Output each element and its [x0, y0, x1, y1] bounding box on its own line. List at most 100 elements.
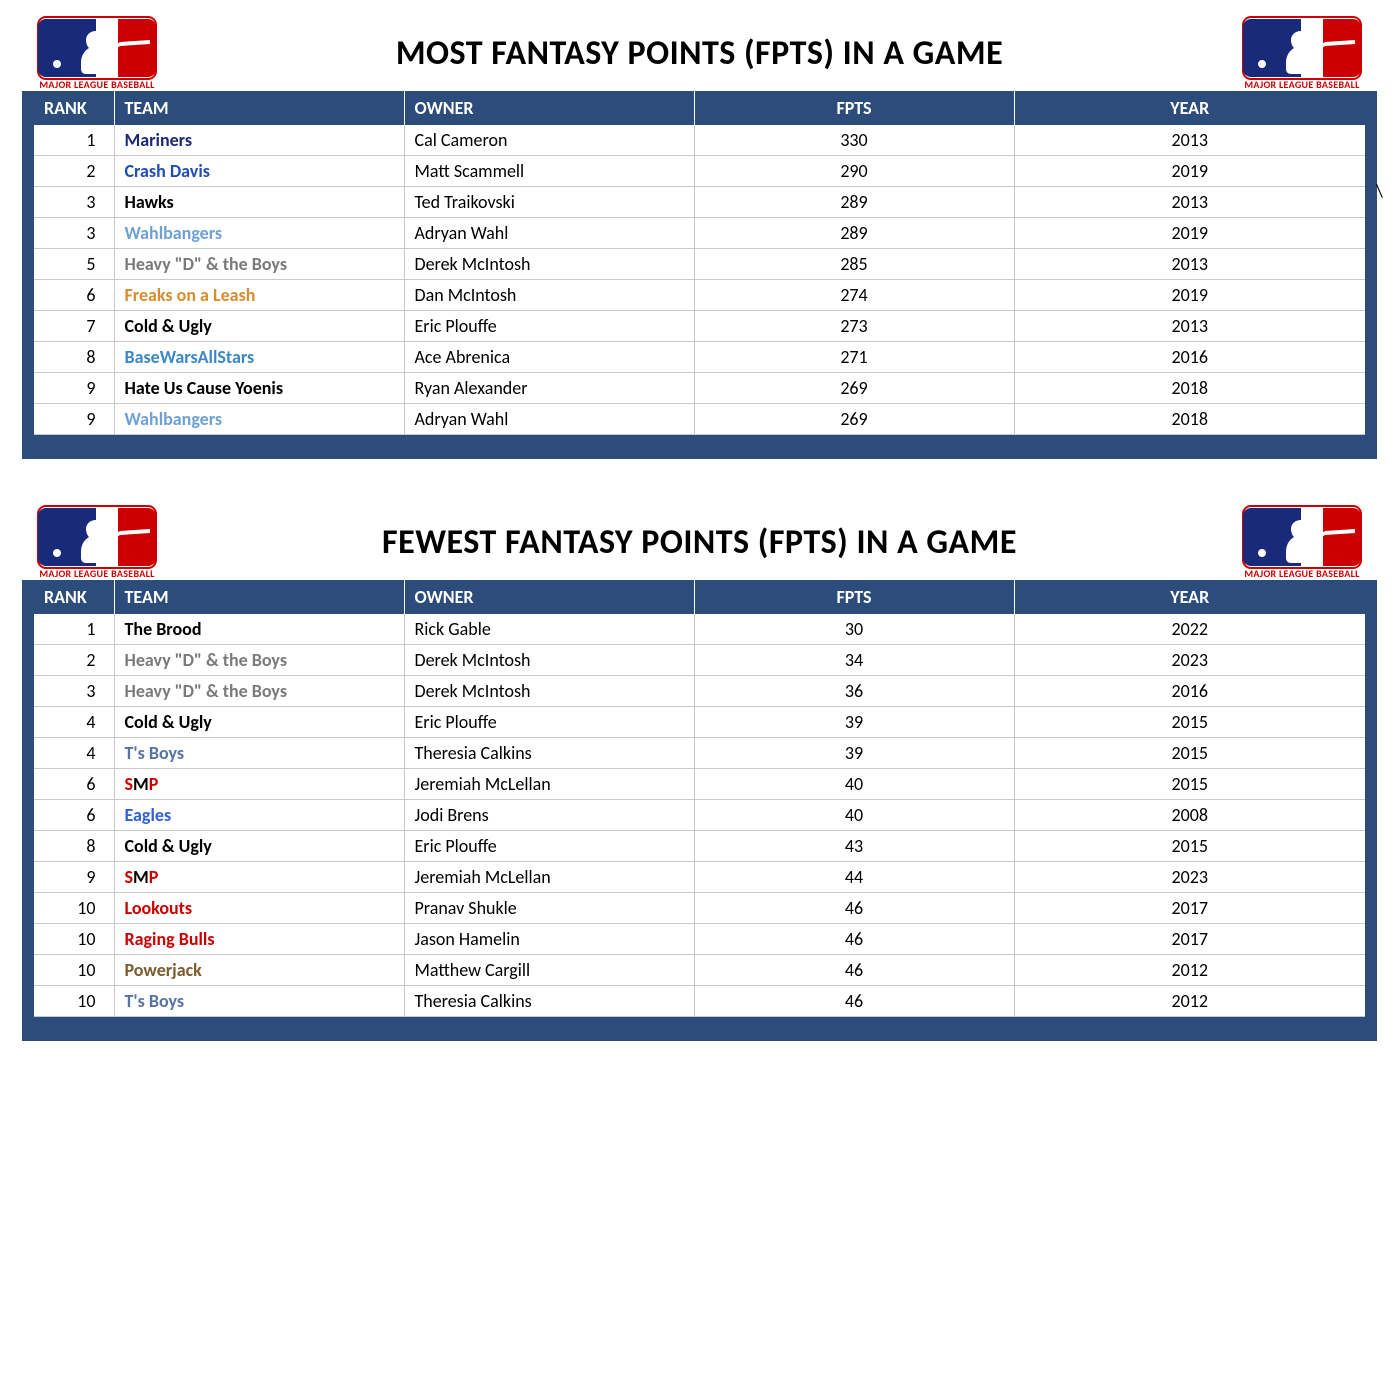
team-cell: Crash Davis [114, 156, 404, 187]
team-cell: Wahlbangers [114, 218, 404, 249]
logo-caption: MAJOR LEAGUE BASEBALL [1244, 78, 1359, 91]
fpts-cell: 289 [694, 187, 1014, 218]
owner-cell: Ryan Alexander [404, 373, 694, 404]
fpts-cell: 269 [694, 373, 1014, 404]
rank-cell: 7 [34, 311, 114, 342]
table-row: 10Raging BullsJason Hamelin462017 [34, 924, 1365, 955]
year-cell: 2017 [1014, 893, 1365, 924]
year-cell: 2015 [1014, 738, 1365, 769]
fpts-cell: 30 [694, 614, 1014, 645]
year-cell: 2019 [1014, 156, 1365, 187]
panel-title: MOST FANTASY POINTS (FPTS) IN A GAME [162, 33, 1237, 74]
team-cell: SMP [114, 769, 404, 800]
fpts-cell: 269 [694, 404, 1014, 435]
fpts-cell: 274 [694, 280, 1014, 311]
table-row: 1MarinersCal Cameron3302013 [34, 125, 1365, 156]
fpts-cell: 46 [694, 893, 1014, 924]
team-cell: Eagles [114, 800, 404, 831]
team-cell: Lookouts [114, 893, 404, 924]
year-cell: 2019 [1014, 218, 1365, 249]
table-row: 10PowerjackMatthew Cargill462012 [34, 955, 1365, 986]
team-cell: Heavy "D" & the Boys [114, 645, 404, 676]
table-row: 5Heavy "D" & the BoysDerek McIntosh28520… [34, 249, 1365, 280]
mlb-logo-icon [1242, 16, 1362, 80]
table-row: 3HawksTed Traikovski2892013 [34, 187, 1365, 218]
owner-cell: Jason Hamelin [404, 924, 694, 955]
rank-cell: 3 [34, 676, 114, 707]
rank-cell: 3 [34, 187, 114, 218]
team-cell: Heavy "D" & the Boys [114, 676, 404, 707]
team-cell: SMP [114, 862, 404, 893]
owner-cell: Jeremiah McLellan [404, 862, 694, 893]
table-row: 9WahlbangersAdryan Wahl2692018 [34, 404, 1365, 435]
team-cell: Wahlbangers [114, 404, 404, 435]
table-row: 8Cold & UglyEric Plouffe432015 [34, 831, 1365, 862]
year-cell: 2023 [1014, 862, 1365, 893]
team-cell: Cold & Ugly [114, 831, 404, 862]
owner-cell: Dan McIntosh [404, 280, 694, 311]
team-cell: Hawks [114, 187, 404, 218]
column-header: TEAM [114, 580, 404, 614]
column-header: FPTS [694, 580, 1014, 614]
year-cell: 2013 [1014, 311, 1365, 342]
rank-cell: 1 [34, 125, 114, 156]
team-name-part: S [125, 773, 134, 795]
mlb-logo-right: MAJOR LEAGUE BASEBALL [1237, 16, 1367, 91]
rank-cell: 8 [34, 831, 114, 862]
year-cell: 2013 [1014, 249, 1365, 280]
owner-cell: Ted Traikovski [404, 187, 694, 218]
table-row: 2Heavy "D" & the BoysDerek McIntosh34202… [34, 645, 1365, 676]
rank-cell: 9 [34, 404, 114, 435]
owner-cell: Eric Plouffe [404, 831, 694, 862]
fpts-cell: 289 [694, 218, 1014, 249]
team-cell: The Brood [114, 614, 404, 645]
fpts-cell: 43 [694, 831, 1014, 862]
column-header: YEAR [1014, 580, 1365, 614]
team-name-part: M [133, 773, 149, 795]
team-cell: T's Boys [114, 986, 404, 1017]
rank-cell: 4 [34, 738, 114, 769]
rank-cell: 9 [34, 373, 114, 404]
mlb-logo-right: MAJOR LEAGUE BASEBALL [1237, 505, 1367, 580]
rank-cell: 8 [34, 342, 114, 373]
fpts-cell: 44 [694, 862, 1014, 893]
stats-panel: MAJOR LEAGUE BASEBALL MOST FANTASY POINTS… [22, 10, 1377, 459]
column-header: YEAR [1014, 91, 1365, 125]
owner-cell: Eric Plouffe [404, 311, 694, 342]
mlb-logo-icon [37, 505, 157, 569]
team-cell: Hate Us Cause Yoenis [114, 373, 404, 404]
fpts-cell: 34 [694, 645, 1014, 676]
rank-cell: 10 [34, 924, 114, 955]
team-cell: Cold & Ugly [114, 707, 404, 738]
rank-cell: 4 [34, 707, 114, 738]
mlb-logo-icon [37, 16, 157, 80]
table-row: 4Cold & UglyEric Plouffe392015 [34, 707, 1365, 738]
fpts-cell: 39 [694, 707, 1014, 738]
column-header: OWNER [404, 91, 694, 125]
rank-cell: 5 [34, 249, 114, 280]
table-row: 1The BroodRick Gable302022 [34, 614, 1365, 645]
rank-cell: 10 [34, 955, 114, 986]
team-cell: BaseWarsAllStars [114, 342, 404, 373]
year-cell: 2012 [1014, 955, 1365, 986]
year-cell: 2012 [1014, 986, 1365, 1017]
rank-cell: 9 [34, 862, 114, 893]
team-name-part: P [149, 773, 159, 795]
team-cell: Freaks on a Leash [114, 280, 404, 311]
fpts-cell: 330 [694, 125, 1014, 156]
table-row: 4T's BoysTheresia Calkins392015 [34, 738, 1365, 769]
year-cell: 2017 [1014, 924, 1365, 955]
owner-cell: Theresia Calkins [404, 738, 694, 769]
mlb-logo-left: MAJOR LEAGUE BASEBALL [32, 505, 162, 580]
year-cell: 2015 [1014, 769, 1365, 800]
fpts-cell: 46 [694, 986, 1014, 1017]
year-cell: 2023 [1014, 645, 1365, 676]
table-row: 6EaglesJodi Brens402008 [34, 800, 1365, 831]
fpts-cell: 290 [694, 156, 1014, 187]
team-cell: Powerjack [114, 955, 404, 986]
column-header: FPTS [694, 91, 1014, 125]
table-row: 8BaseWarsAllStarsAce Abrenica2712016 [34, 342, 1365, 373]
table-row: 3Heavy "D" & the BoysDerek McIntosh36201… [34, 676, 1365, 707]
panel-header: MAJOR LEAGUE BASEBALLFEWEST FANTASY POIN… [22, 499, 1377, 580]
table-row: 9SMPJeremiah McLellan442023 [34, 862, 1365, 893]
